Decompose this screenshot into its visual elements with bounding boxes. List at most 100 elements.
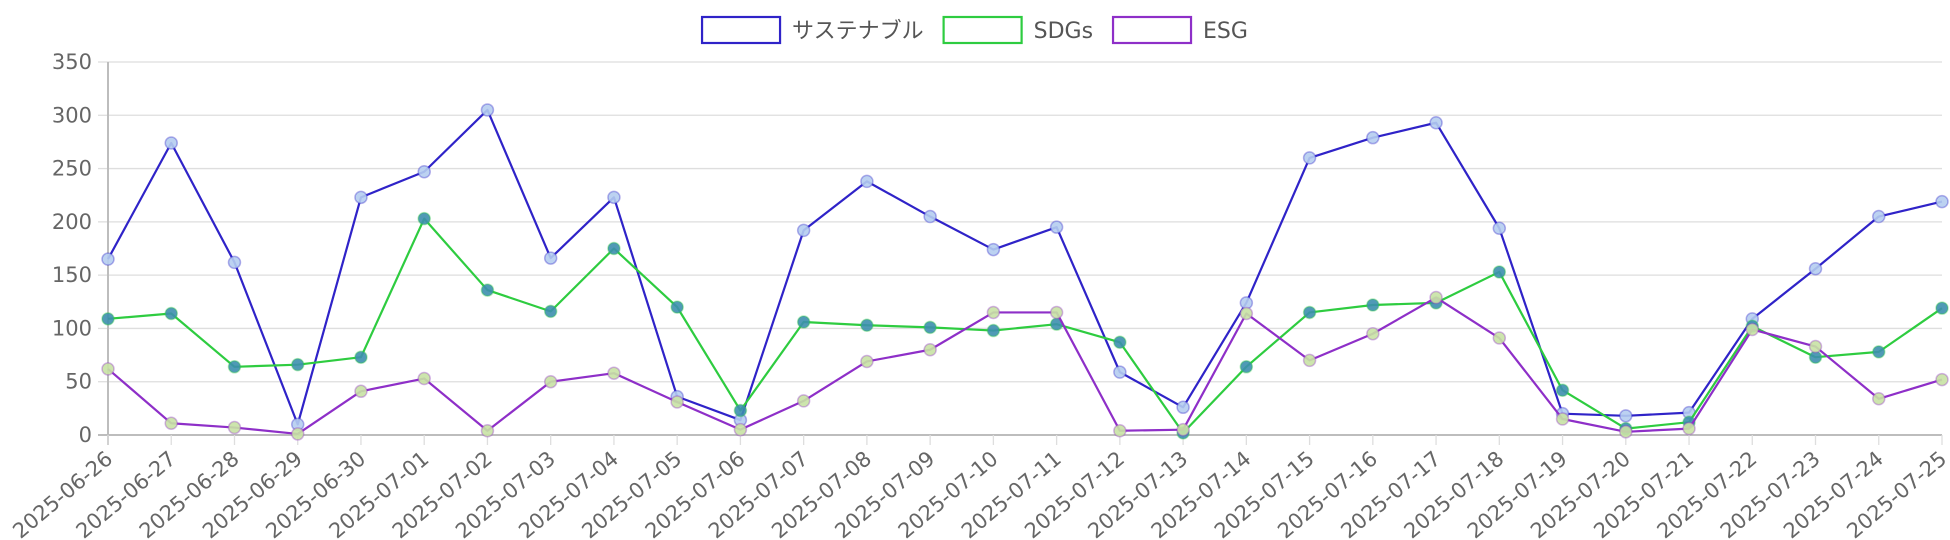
data-point[interactable] <box>354 384 368 399</box>
data-point[interactable] <box>986 323 1001 338</box>
data-point[interactable] <box>290 357 305 372</box>
series-layer <box>101 103 1949 441</box>
data-point[interactable] <box>1366 327 1380 341</box>
data-point[interactable] <box>1366 298 1380 312</box>
y-tick-label: 200 <box>52 210 92 234</box>
data-point[interactable] <box>1366 130 1380 145</box>
data-point[interactable] <box>796 223 811 238</box>
data-point[interactable] <box>923 209 937 224</box>
data-point[interactable] <box>1302 305 1317 320</box>
data-point[interactable] <box>1302 353 1317 368</box>
data-point[interactable] <box>354 190 368 205</box>
data-point[interactable] <box>101 252 115 266</box>
data-point[interactable] <box>1302 151 1317 165</box>
data-point[interactable] <box>860 174 874 189</box>
data-point[interactable] <box>1492 331 1507 345</box>
data-point[interactable] <box>923 320 937 335</box>
legend-item[interactable]: サステナブル <box>700 15 924 45</box>
data-point[interactable] <box>986 305 1001 320</box>
legend-label: SDGs <box>1034 19 1093 44</box>
data-point[interactable] <box>1555 383 1570 397</box>
series-line <box>107 296 1943 436</box>
data-point[interactable] <box>1872 209 1886 224</box>
data-point[interactable] <box>923 342 937 357</box>
data-point[interactable] <box>417 211 431 226</box>
data-point[interactable] <box>227 360 242 374</box>
data-point[interactable] <box>543 374 558 389</box>
data-point[interactable] <box>227 420 242 435</box>
data-point[interactable] <box>480 423 495 438</box>
y-tick-label: 350 <box>52 50 92 74</box>
data-point[interactable] <box>1492 265 1507 279</box>
data-point[interactable] <box>354 350 368 364</box>
data-point[interactable] <box>1935 301 1949 315</box>
legend-label: サステナブル <box>792 19 924 44</box>
data-point[interactable] <box>607 366 621 380</box>
legend-item[interactable]: SDGs <box>942 15 1093 45</box>
data-point[interactable] <box>227 255 242 270</box>
data-point[interactable] <box>1872 345 1886 359</box>
data-point[interactable] <box>733 403 748 418</box>
data-point[interactable] <box>417 371 431 386</box>
data-point[interactable] <box>670 300 684 314</box>
data-point[interactable] <box>796 315 811 329</box>
data-point[interactable] <box>1429 290 1443 305</box>
legend-label: ESG <box>1203 19 1248 44</box>
series-line <box>107 217 1943 434</box>
data-point[interactable] <box>670 395 684 409</box>
data-point[interactable] <box>1619 425 1633 439</box>
data-point[interactable] <box>1492 221 1507 236</box>
data-point[interactable] <box>1239 306 1254 321</box>
y-tick-label: 150 <box>52 263 92 287</box>
data-point[interactable] <box>101 362 115 376</box>
data-point[interactable] <box>1176 400 1190 415</box>
data-point[interactable] <box>1113 423 1127 438</box>
data-point[interactable] <box>480 283 495 297</box>
data-point[interactable] <box>986 242 1001 257</box>
data-point[interactable] <box>543 304 558 319</box>
data-point[interactable] <box>164 416 178 431</box>
data-point[interactable] <box>1745 322 1760 337</box>
data-point[interactable] <box>1429 115 1443 130</box>
series-2 <box>101 211 1949 440</box>
data-point[interactable] <box>1049 220 1064 234</box>
data-point[interactable] <box>733 422 748 437</box>
data-point[interactable] <box>543 251 558 265</box>
data-point[interactable] <box>1872 392 1886 406</box>
data-point[interactable] <box>101 312 115 326</box>
x-axis-ticks: 2025-06-262025-06-272025-06-282025-06-29… <box>8 435 1950 540</box>
data-point[interactable] <box>796 394 811 408</box>
data-point[interactable] <box>607 241 621 256</box>
data-point[interactable] <box>417 165 431 179</box>
y-tick-label: 300 <box>52 103 92 127</box>
data-point[interactable] <box>1619 409 1633 423</box>
legend-item[interactable]: ESG <box>1111 15 1248 45</box>
data-point[interactable] <box>1049 305 1064 320</box>
data-point[interactable] <box>860 354 874 369</box>
legend-swatch <box>1111 15 1193 45</box>
series-line <box>107 108 1943 426</box>
y-tick-label: 250 <box>52 157 92 181</box>
data-point[interactable] <box>1682 421 1696 436</box>
data-point[interactable] <box>1935 372 1949 387</box>
y-tick-label: 50 <box>65 370 92 394</box>
data-point[interactable] <box>860 318 874 332</box>
data-point[interactable] <box>164 306 178 321</box>
data-point[interactable] <box>1808 261 1823 276</box>
data-point[interactable] <box>1113 365 1127 379</box>
data-point[interactable] <box>1113 335 1127 350</box>
legend-swatch <box>700 15 782 45</box>
y-tick-label: 0 <box>79 423 92 447</box>
data-point[interactable] <box>607 190 621 205</box>
data-point[interactable] <box>1808 339 1823 354</box>
data-point[interactable] <box>480 103 495 117</box>
y-axis-ticks: 0 50 100 150 200 250 300 350 <box>52 50 92 447</box>
data-point[interactable] <box>290 427 305 441</box>
data-point[interactable] <box>1239 360 1254 374</box>
data-point[interactable] <box>1176 422 1190 437</box>
data-point[interactable] <box>164 136 178 150</box>
data-point[interactable] <box>1555 412 1570 426</box>
data-point[interactable] <box>1935 194 1949 209</box>
